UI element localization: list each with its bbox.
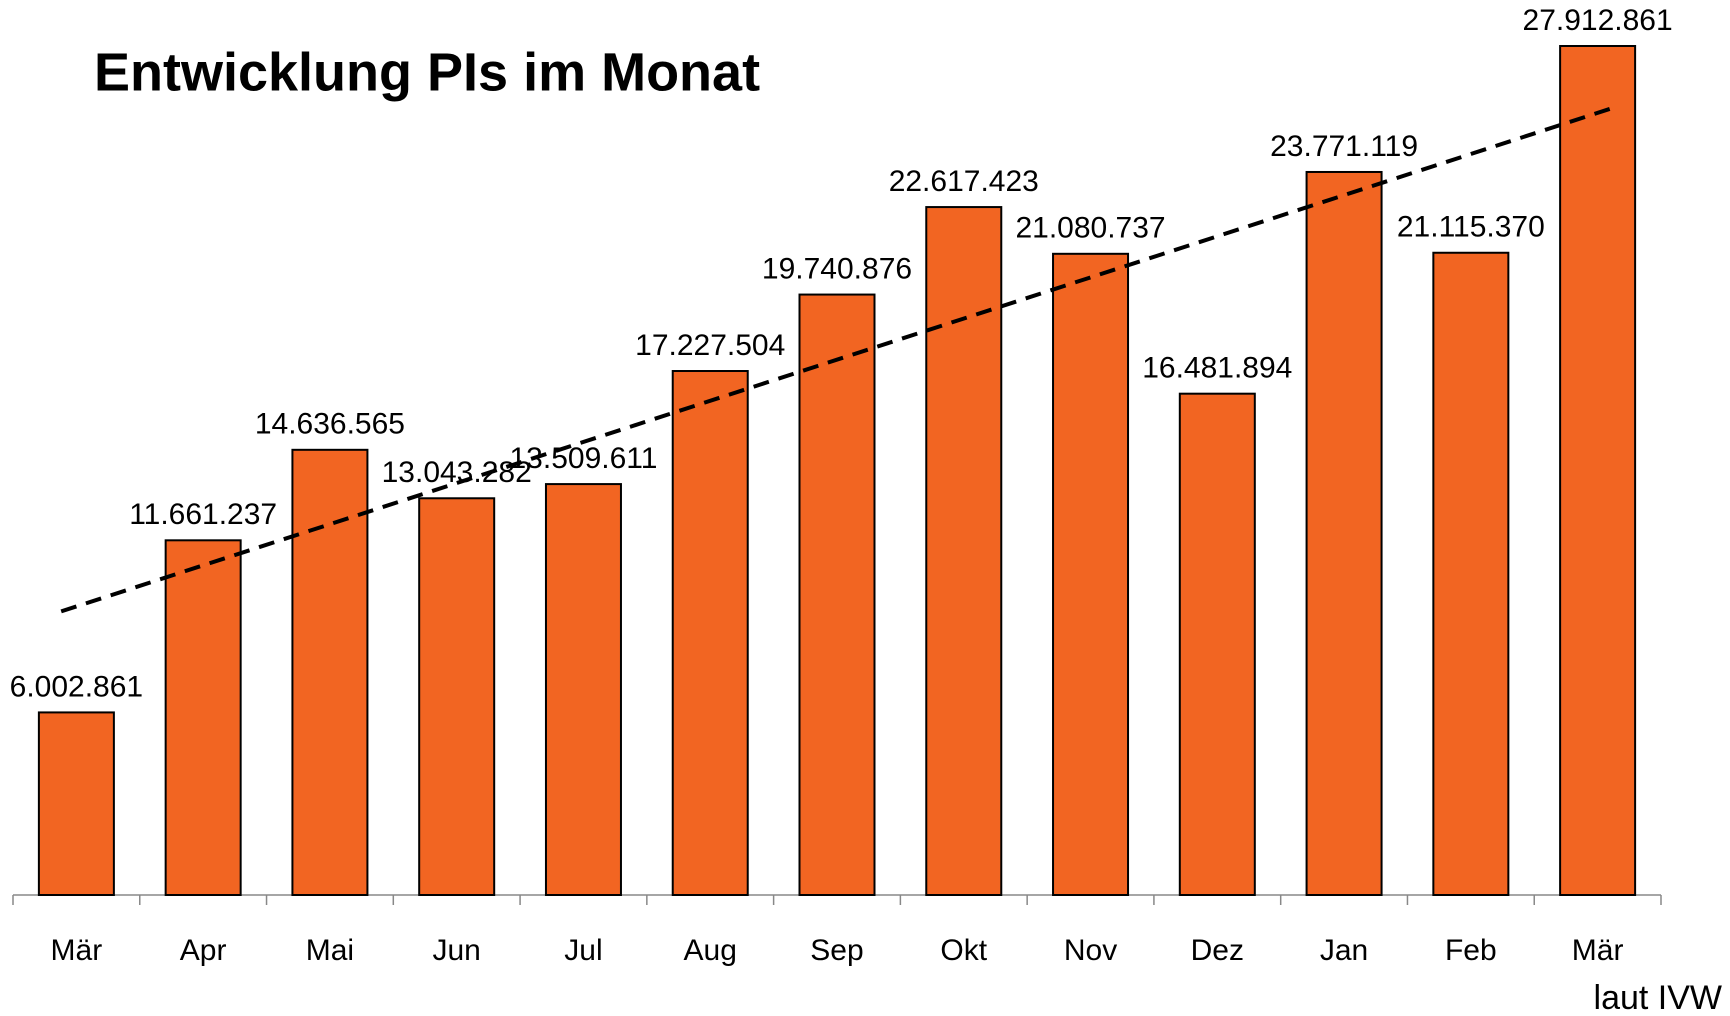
bar	[1559, 45, 1637, 896]
data-label: 6.002.861	[10, 670, 143, 703]
data-label: 27.912.861	[1523, 4, 1673, 37]
data-label: 22.617.423	[889, 165, 1039, 198]
x-tick-label: Dez	[1191, 934, 1244, 967]
bar	[925, 206, 1003, 896]
source-note: laut IVW	[1594, 979, 1722, 1016]
x-tick-label: Nov	[1064, 934, 1117, 967]
bar	[1052, 252, 1130, 897]
x-tick-label: Aug	[684, 934, 737, 967]
x-tick-label: Okt	[940, 934, 987, 967]
bar	[1432, 251, 1510, 897]
chart-title: Entwicklung PIs im Monat	[94, 42, 760, 102]
bar	[544, 483, 622, 896]
x-tick-label: Apr	[180, 934, 227, 967]
data-label: 14.636.565	[255, 408, 405, 441]
data-label: 19.740.876	[762, 252, 912, 285]
trend-line	[60, 106, 1614, 614]
bar	[164, 539, 242, 896]
data-label: 23.771.119	[1270, 130, 1418, 163]
bar	[671, 370, 749, 896]
data-label: 11.661.237	[129, 498, 277, 531]
bar	[291, 448, 369, 896]
bar	[37, 711, 115, 896]
x-tick-label: Mär	[1572, 934, 1624, 967]
bar	[1178, 392, 1256, 896]
bar	[798, 293, 876, 896]
x-tick-label: Mai	[306, 934, 354, 967]
x-tick-label: Sep	[810, 934, 863, 967]
data-label: 16.481.894	[1142, 352, 1292, 385]
bar	[418, 497, 496, 896]
x-tick-label: Jul	[564, 934, 602, 967]
bar	[1305, 170, 1383, 896]
x-tick-label: Jan	[1320, 934, 1368, 967]
data-label: 17.227.504	[635, 329, 785, 362]
data-label: 13.043.282	[382, 456, 532, 489]
x-tick-label: Jun	[433, 934, 481, 967]
x-tick-label: Feb	[1445, 934, 1497, 967]
data-label: 21.080.737	[1015, 212, 1165, 245]
data-label: 21.115.370	[1397, 211, 1545, 244]
x-tick-label: Mär	[51, 934, 103, 967]
